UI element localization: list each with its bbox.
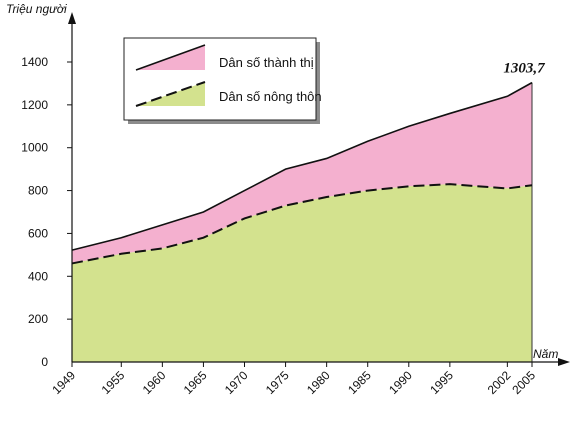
y-tick-label: 1200 — [21, 98, 48, 112]
y-tick-label: 1000 — [21, 141, 48, 155]
line-rural — [71, 183, 533, 265]
legend-line-rural — [135, 81, 206, 107]
area-rural — [72, 184, 532, 362]
x-tick-label: 1995 — [427, 368, 456, 397]
x-tick-label: 1980 — [304, 368, 333, 397]
legend-label-rural: Dân số nông thôn — [219, 89, 322, 104]
axes — [68, 12, 570, 366]
x-axis-title: Năm — [533, 347, 558, 361]
y-axis-ticks: 0 200 400 600 800 1000 1200 1400 — [21, 55, 72, 369]
area-urban — [72, 82, 532, 264]
legend-label-urban: Dân số thành thị — [219, 55, 314, 70]
y-tick-label: 400 — [28, 269, 48, 283]
x-tick-label: 2002 — [485, 368, 514, 397]
y-axis-title: Triệu người — [6, 2, 67, 16]
line-layer — [71, 81, 533, 362]
legend-box — [123, 37, 317, 121]
x-tick-label: 1970 — [222, 368, 251, 397]
x-tick-label: 1960 — [140, 368, 169, 397]
x-tick-label: 2005 — [509, 368, 538, 397]
y-axis-arrow — [68, 12, 76, 24]
line-urban — [71, 81, 533, 251]
x-axis-ticks: 1949 1955 1960 1965 1970 1975 1980 1985 1990 1995… — [49, 362, 538, 397]
y-tick-label: 600 — [28, 226, 48, 240]
x-tick-label: 1955 — [99, 368, 128, 397]
y-tick-label: 200 — [28, 312, 48, 326]
annotation-final-total: 1303,7 — [503, 61, 545, 77]
x-tick-label: 1949 — [49, 368, 78, 397]
x-tick-label: 1990 — [386, 368, 415, 397]
y-tick-label: 800 — [28, 184, 48, 198]
x-tick-label: 1965 — [181, 368, 210, 397]
y-tick-label: 1400 — [21, 55, 48, 69]
x-tick-label: 1985 — [345, 368, 374, 397]
area-layer — [72, 82, 532, 362]
legend-line-urban — [135, 44, 206, 71]
legend: Dân số thành thị Dân số nông thôn — [123, 37, 322, 124]
x-axis-arrow — [558, 358, 570, 366]
y-tick-label: 0 — [41, 355, 48, 369]
x-tick-label: 1975 — [263, 368, 292, 397]
